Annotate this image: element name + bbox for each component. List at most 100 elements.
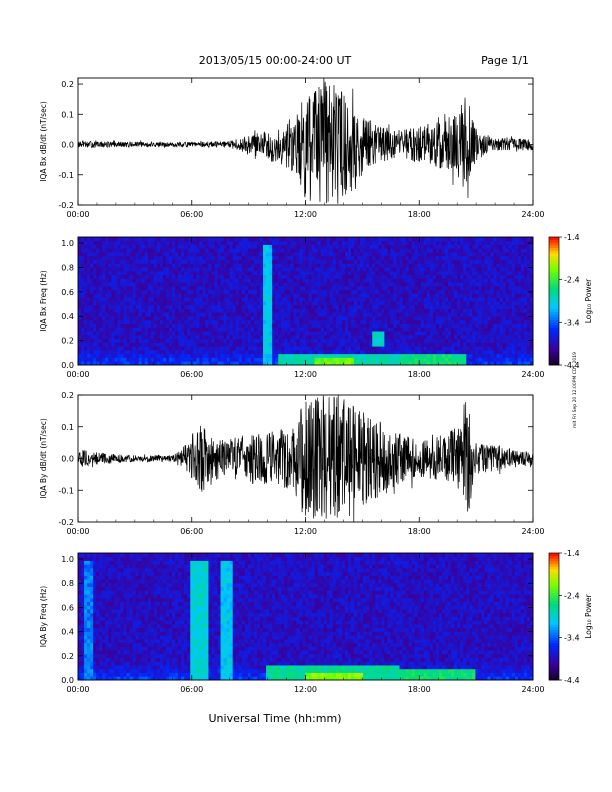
spectrogram-cell: [278, 349, 282, 355]
spectrogram-cell: [229, 327, 234, 332]
spectrogram-cell: [147, 308, 152, 313]
spectrogram-cell: [81, 282, 85, 287]
spectrogram-cell: [387, 263, 391, 268]
spectrogram-cell: [442, 248, 446, 253]
spectrogram-cell: [187, 349, 191, 355]
spectrogram-cell: [199, 274, 203, 279]
spectrogram-cell: [490, 278, 494, 283]
spectrogram-cell: [120, 263, 124, 268]
spectrogram-cell: [299, 301, 303, 306]
spectrogram-cell: [448, 361, 452, 366]
spectrogram-cell: [193, 323, 197, 328]
spectrogram-cell: [287, 327, 291, 332]
spectrogram-cell: [96, 267, 100, 272]
spectrogram-cell: [159, 361, 164, 366]
spectrogram-cell: [138, 301, 143, 306]
spectrogram-cell: [490, 285, 494, 291]
spectrogram-cell: [323, 349, 328, 355]
spectrogram-cell: [120, 353, 124, 358]
spectrogram-cell: [338, 293, 343, 298]
spectrogram-cell: [523, 297, 528, 302]
spectrogram-cell: [150, 282, 155, 287]
spectrogram-cell: [253, 293, 258, 298]
spectrogram-cell: [141, 342, 146, 347]
spectrogram-cell: [235, 240, 240, 245]
spectrogram-cell: [105, 361, 109, 366]
spectrogram-cell: [190, 301, 194, 306]
spectrogram-cell: [435, 319, 440, 324]
spectrogram-cell: [423, 274, 428, 279]
spectrogram-cell: [311, 342, 315, 347]
spectrogram-cell: [502, 278, 507, 283]
spectrogram-cell: [490, 327, 494, 332]
spectrogram-cell: [317, 297, 322, 302]
spectrogram-cell: [520, 319, 525, 324]
spectrogram-cell: [275, 342, 279, 347]
spectrogram-cell: [247, 240, 252, 245]
spectrogram-cell: [420, 297, 425, 302]
spectrogram-cell: [317, 342, 322, 347]
spectrogram-cell: [448, 282, 452, 287]
spectrogram-cell: [372, 274, 376, 279]
spectrogram-cell: [178, 327, 182, 332]
spectrogram-cell: [120, 346, 124, 351]
spectrogram-cell: [378, 301, 382, 306]
spectrogram-cell: [308, 342, 312, 347]
spectrogram-cell: [266, 263, 270, 268]
spectrogram-cell: [445, 297, 449, 302]
spectrogram-cell: [220, 312, 224, 317]
spectrogram-cell: [287, 274, 291, 279]
spectrogram-cell: [420, 319, 425, 324]
spectrogram-cell: [132, 338, 137, 343]
spectrogram-cell: [263, 244, 267, 249]
spectrogram-cell: [250, 255, 255, 260]
spectrogram-cell: [290, 316, 294, 321]
spectrogram-cell: [351, 259, 355, 264]
spectrogram-cell: [162, 338, 167, 343]
spectrogram-cell: [338, 263, 343, 268]
spectrogram-cell: [438, 252, 443, 257]
spectrogram-cell: [517, 248, 522, 253]
spectrogram-cell: [123, 297, 127, 302]
spectrogram-cell: [499, 342, 504, 347]
spectrogram-cell: [475, 304, 479, 309]
spectrogram-cell: [417, 346, 422, 351]
spectrogram-cell: [181, 342, 185, 347]
spectrogram-cell: [93, 316, 97, 321]
spectrogram-cell: [135, 270, 140, 276]
spectrogram-cell: [299, 274, 303, 279]
spectrogram-cell: [326, 327, 331, 332]
spectrogram-cell: [290, 312, 294, 317]
spectrogram-cell: [93, 285, 97, 291]
spectrogram-cell: [475, 240, 479, 245]
spectrogram-cell: [120, 270, 124, 276]
spectrogram-cell: [217, 331, 221, 336]
spectrogram-cell: [93, 289, 97, 294]
spectrogram-cell: [214, 274, 218, 279]
spectrogram-cell: [329, 342, 334, 347]
spectrogram-cell: [108, 323, 112, 328]
spectrogram-cell: [408, 267, 413, 272]
spectrogram-cell: [435, 293, 440, 298]
spectrogram-cell: [335, 316, 340, 321]
spectrogram-cell: [390, 316, 394, 321]
spectrogram-cell: [463, 267, 467, 272]
spectrogram-cell: [269, 267, 273, 272]
spectrogram-cell: [366, 289, 370, 294]
spectrogram-cell: [175, 357, 179, 362]
spectrogram-cell: [454, 304, 458, 309]
spectrogram-cell: [332, 240, 337, 245]
spectrogram-cell: [454, 270, 458, 276]
spectrogram-cell: [275, 353, 279, 358]
spectrogram-cell: [411, 289, 416, 294]
spectrogram-cell: [493, 248, 497, 253]
spectrogram-cell: [269, 263, 273, 268]
spectrogram-cell: [472, 342, 476, 347]
spectrogram-cell: [135, 282, 140, 287]
spectrogram-cell: [162, 312, 167, 317]
spectrogram-cell: [305, 316, 309, 321]
spectrogram-cell: [505, 327, 510, 332]
spectrogram-cell: [172, 285, 176, 291]
spectrogram-cell: [517, 357, 522, 362]
spectrogram-cell: [165, 334, 170, 340]
